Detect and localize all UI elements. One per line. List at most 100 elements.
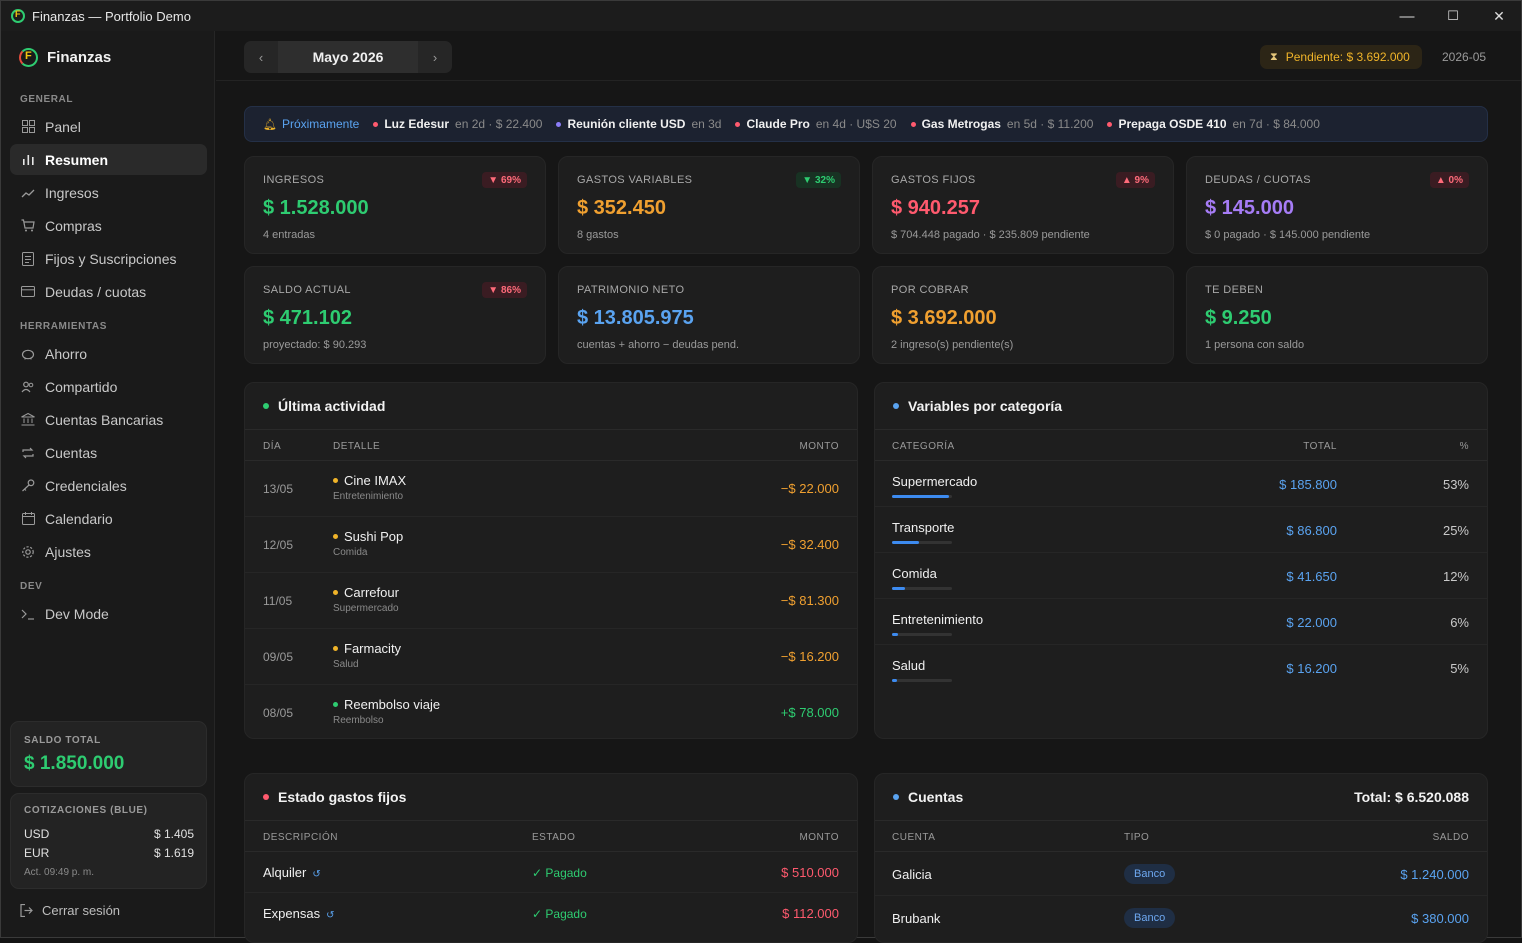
upcoming-name: Prepaga OSDE 410 (1118, 117, 1227, 131)
category-pct: 5% (1450, 661, 1469, 676)
sidebar-item-credenciales[interactable]: Credenciales (10, 470, 207, 501)
table-row[interactable]: 13/05 Cine IMAX Entretenimiento −$ 22.00… (245, 461, 857, 517)
row-amount: −$ 16.200 (780, 649, 839, 664)
kpi-te-deben[interactable]: TE DEBEN $ 9.250 1 persona con saldo (1186, 266, 1488, 364)
sidebar-item-label: Dev Mode (45, 605, 109, 622)
app-logo-icon (11, 9, 25, 23)
maximize-button[interactable]: ☐ (1447, 8, 1459, 23)
status-dot (333, 590, 338, 595)
table-row[interactable]: 12/05 Sushi Pop Comida −$ 32.400 (245, 517, 857, 573)
row-description-label: Expensas (263, 906, 321, 921)
saldo-total-value: $ 1.850.000 (24, 753, 125, 774)
sidebar-item-compartido[interactable]: Compartido (10, 371, 207, 402)
kpi-gastos-fijos[interactable]: GASTOS FIJOS ▲ 9% $ 940.257 $ 704.448 pa… (872, 156, 1174, 254)
sidebar-item-ahorro[interactable]: Ahorro (10, 338, 207, 369)
sidebar-item-label: Ajustes (45, 543, 91, 560)
category-bar (892, 633, 898, 636)
current-month[interactable]: Mayo 2026 (278, 41, 418, 73)
kpi-badge: ▲ 0% (1429, 172, 1469, 188)
kpi-gastos-variables[interactable]: GASTOS VARIABLES ▼ 32% $ 352.450 8 gasto… (558, 156, 860, 254)
bell-icon: 🔔︎ (263, 118, 277, 131)
category-name: Entretenimiento (892, 612, 984, 627)
kpi-label: TE DEBEN (1205, 284, 1264, 296)
kpi-deudas[interactable]: DEUDAS / CUOTAS ▲ 0% $ 145.000 $ 0 pagad… (1186, 156, 1488, 254)
category-name: Transporte (892, 520, 955, 535)
table-row[interactable]: Expensas ↺ ✓ Pagado $ 112.000 (245, 893, 857, 934)
table-row[interactable]: 09/05 Farmacity Salud −$ 16.200 (245, 629, 857, 685)
upcoming-item[interactable]: Gas Metrogas en 5d · $ 11.200 (910, 117, 1093, 131)
upcoming-item[interactable]: Claude Pro en 4d · U$S 20 (735, 117, 897, 131)
terminal-icon (20, 606, 36, 622)
sidebar-item-ajustes[interactable]: Ajustes (10, 536, 207, 567)
status-dot (263, 794, 269, 800)
panel-title: Cuentas (893, 789, 963, 805)
prev-month-button[interactable]: ‹ (258, 49, 264, 65)
table-header: CUENTA TIPO SALDO (875, 820, 1487, 852)
kpi-patrimonio[interactable]: PATRIMONIO NETO $ 13.805.975 cuentas + a… (558, 266, 860, 364)
table-row[interactable]: Transporte $ 86.800 25% (875, 507, 1487, 553)
sidebar-item-fijos[interactable]: Fijos y Suscripciones (10, 243, 207, 274)
logout-button[interactable]: Cerrar sesión (20, 903, 120, 918)
table-row[interactable]: Entretenimiento $ 22.000 6% (875, 599, 1487, 645)
upcoming-title[interactable]: 🔔︎ Próximamente (263, 117, 359, 131)
row-name: Reembolso viaje (333, 697, 440, 712)
upcoming-meta: en 4d · U$S 20 (815, 117, 897, 131)
row-balance: $ 380.000 (1411, 911, 1469, 926)
cotizaciones-label: COTIZACIONES (BLUE) (24, 805, 148, 816)
sidebar-item-cuentas-bancarias[interactable]: Cuentas Bancarias (10, 404, 207, 435)
table-row[interactable]: Supermercado $ 185.800 53% (875, 461, 1487, 507)
accounts-panel: Cuentas Total: $ 6.520.088 CUENTA TIPO S… (874, 773, 1488, 943)
next-month-button[interactable]: › (432, 49, 438, 65)
kpi-badge: ▲ 9% (1115, 172, 1155, 188)
kpi-saldo-actual[interactable]: SALDO ACTUAL ▼ 86% $ 471.102 proyectado:… (244, 266, 546, 364)
col-type: TIPO (1124, 832, 1150, 843)
row-category: Comida (333, 547, 368, 558)
row-amount: $ 112.000 (782, 906, 839, 921)
kpi-label: SALDO ACTUAL (263, 284, 351, 296)
close-button[interactable]: ✕ (1493, 7, 1505, 24)
type-badge: Banco (1124, 908, 1176, 928)
row-name: Sushi Pop (333, 529, 403, 544)
cotizaciones-updated: Act. 09:49 p. m. (24, 867, 95, 878)
sidebar-item-compras[interactable]: Compras (10, 210, 207, 241)
upcoming-item[interactable]: Luz Edesur en 2d · $ 22.400 (373, 117, 542, 131)
upcoming-meta: en 3d (691, 117, 722, 131)
table-row[interactable]: Comida $ 41.650 12% (875, 553, 1487, 599)
sidebar-item-dev-mode[interactable]: Dev Mode (10, 598, 207, 629)
pending-badge[interactable]: ⧗ Pendiente: $ 3.692.000 (1260, 45, 1422, 69)
table-row[interactable]: Brubank Banco $ 380.000 (875, 896, 1487, 940)
kpi-value: $ 471.102 (263, 307, 352, 329)
sidebar-item-calendario[interactable]: Calendario (10, 503, 207, 534)
brand[interactable]: Finanzas (19, 48, 111, 67)
table-row[interactable]: 11/05 Carrefour Supermercado −$ 81.300 (245, 573, 857, 629)
row-status: ✓ Pagado (532, 866, 587, 880)
sidebar-item-cuentas[interactable]: Cuentas (10, 437, 207, 468)
status-dot (263, 403, 269, 409)
upcoming-item[interactable]: Reunión cliente USD en 3d (556, 117, 721, 131)
sidebar-item-deudas[interactable]: Deudas / cuotas (10, 276, 207, 307)
upcoming-name: Gas Metrogas (921, 117, 1001, 131)
currency-code: USD (24, 827, 50, 841)
users-icon (20, 379, 36, 395)
kpi-ingresos[interactable]: INGRESOS ▼ 69% $ 1.528.000 4 entradas (244, 156, 546, 254)
upcoming-item[interactable]: Prepaga OSDE 410 en 7d · $ 84.000 (1107, 117, 1320, 131)
window-title: Finanzas — Portfolio Demo (32, 8, 191, 24)
sidebar-item-panel[interactable]: Panel (10, 111, 207, 142)
sidebar-item-resumen[interactable]: Resumen (10, 144, 207, 175)
kpi-por-cobrar[interactable]: POR COBRAR $ 3.692.000 2 ingreso(s) pend… (872, 266, 1174, 364)
row-day: 12/05 (263, 538, 294, 552)
col-category: CATEGORÍA (892, 441, 955, 452)
table-row[interactable]: Galicia Banco $ 1.240.000 (875, 852, 1487, 896)
table-row[interactable]: 08/05 Reembolso viaje Reembolso +$ 78.00… (245, 685, 857, 739)
brand-name: Finanzas (47, 49, 112, 66)
category-bar-track (892, 679, 952, 682)
row-name-label: Reembolso viaje (344, 697, 441, 712)
table-row[interactable]: Alquiler ↺ ✓ Pagado $ 510.000 (245, 852, 857, 893)
minimize-button[interactable]: — (1399, 7, 1415, 25)
table-row[interactable]: Salud $ 16.200 5% (875, 645, 1487, 691)
sidebar-item-ingresos[interactable]: Ingresos (10, 177, 207, 208)
panel-title: Última actividad (263, 398, 385, 414)
category-pct: 25% (1442, 523, 1469, 538)
category-name: Comida (892, 566, 937, 581)
